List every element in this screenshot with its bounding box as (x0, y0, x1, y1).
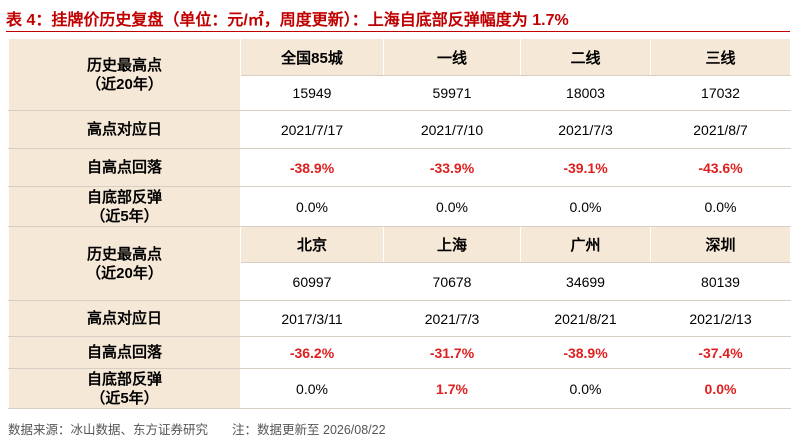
column-header: 广州 (520, 226, 651, 263)
cell: 2021/7/3 (383, 300, 521, 337)
row-label: 自底部反弹 （近5年） (8, 368, 241, 409)
cell: -43.6% (650, 148, 791, 187)
cell: 0.0% (240, 368, 384, 409)
cell: 0.0% (520, 368, 651, 409)
label-line: 历史最高点 (86, 245, 162, 263)
title: 表 4：挂牌价历史复盘（单位：元/㎡，周度更新）：上海自底部反弹幅度为 1.7% (6, 12, 569, 29)
note: 注：数据更新至 2026/08/22 (232, 423, 386, 437)
cell: 60997 (240, 262, 384, 301)
row-label: 自高点回落 (8, 148, 241, 187)
cell: 1.7% (383, 368, 521, 409)
cell: -38.9% (240, 148, 384, 187)
column-header: 三线 (650, 38, 791, 76)
label-line: （近20年） (86, 264, 163, 282)
cell: 80139 (650, 262, 791, 301)
cell: -37.4% (650, 336, 791, 369)
column-header: 深圳 (650, 226, 791, 263)
header-row: 历史最高点 （近20年） 北京 上海 广州 深圳 (8, 226, 791, 301)
data-row: 自底部反弹 （近5年） 0.0% 0.0% 0.0% 0.0% (8, 186, 791, 227)
cell: 2021/7/3 (520, 110, 651, 149)
title-rule (6, 31, 790, 32)
cell: -39.1% (520, 148, 651, 187)
row-label: 高点对应日 (8, 110, 241, 149)
source: 数据来源：冰山数据、东方证券研究 (8, 423, 209, 437)
table: 历史最高点 （近20年） 全国85城 一线 二线 三线 15949 59971 18003 170… (8, 38, 791, 409)
cell: -31.7% (383, 336, 521, 369)
data-row: 自高点回落 -36.2% -31.7% -38.9% -37.4% (8, 336, 791, 369)
cell: 0.0% (240, 186, 384, 227)
cell: 18003 (520, 75, 651, 111)
row-label: 历史最高点 （近20年） (8, 38, 241, 111)
cell: 0.0% (520, 186, 651, 227)
data-row: 60997 70678 34699 80139 (9, 262, 791, 301)
cell: 2021/2/13 (650, 300, 791, 337)
data-row: 高点对应日 2021/7/17 2021/7/10 2021/7/3 2021/8/7 (8, 110, 791, 149)
cell: 0.0% (650, 186, 791, 227)
label-line: 自底部反弹 (86, 370, 162, 388)
label-line: （近20年） (86, 75, 163, 93)
data-row: 自高点回落 -38.9% -33.9% -39.1% -43.6% (8, 148, 791, 187)
label-line: 高点对应日 (86, 121, 162, 138)
label-line: （近5年） (90, 389, 159, 407)
cell: 34699 (520, 262, 651, 301)
label-line: （近5年） (90, 207, 159, 225)
row-label: 自高点回落 (8, 336, 241, 369)
row-label: 自底部反弹 （近5年） (8, 186, 241, 227)
cell: 59971 (383, 75, 521, 111)
cell: 2021/8/7 (650, 110, 791, 149)
column-header: 二线 (520, 38, 651, 76)
row-label: 历史最高点 （近20年） (8, 226, 241, 301)
cell: 2021/8/21 (520, 300, 651, 337)
label-line: 自高点回落 (86, 159, 162, 176)
cell: 0.0% (383, 186, 521, 227)
cell: -36.2% (240, 336, 384, 369)
column-header: 一线 (383, 38, 521, 76)
label-line: 自底部反弹 (86, 188, 162, 206)
header-row: 历史最高点 （近20年） 全国85城 一线 二线 三线 (8, 38, 791, 111)
data-row: 自底部反弹 （近5年） 0.0% 1.7% 0.0% 0.0% (8, 368, 791, 409)
data-row: 高点对应日 2017/3/11 2021/7/3 2021/8/21 2021/2/13 (8, 300, 791, 337)
cell: 2021/7/10 (383, 110, 521, 149)
column-header: 北京 (240, 226, 384, 263)
row-label: 高点对应日 (8, 300, 241, 337)
footer: 数据来源：冰山数据、东方证券研究 注：数据更新至 2026/08/22 (8, 419, 386, 438)
cell: 0.0% (650, 368, 791, 409)
cell: 70678 (383, 262, 521, 301)
label-line: 自高点回落 (86, 344, 162, 361)
label-line: 高点对应日 (86, 310, 162, 327)
cell: 2017/3/11 (240, 300, 384, 337)
cell: 17032 (650, 75, 791, 111)
cell: -38.9% (520, 336, 651, 369)
cell: -33.9% (383, 148, 521, 187)
column-header: 全国85城 (240, 38, 384, 76)
column-header: 上海 (383, 226, 521, 263)
label-line: 历史最高点 (86, 56, 162, 74)
cell: 15949 (240, 75, 384, 111)
data-row: 15949 59971 18003 17032 (9, 75, 791, 111)
cell: 2021/7/17 (240, 110, 384, 149)
